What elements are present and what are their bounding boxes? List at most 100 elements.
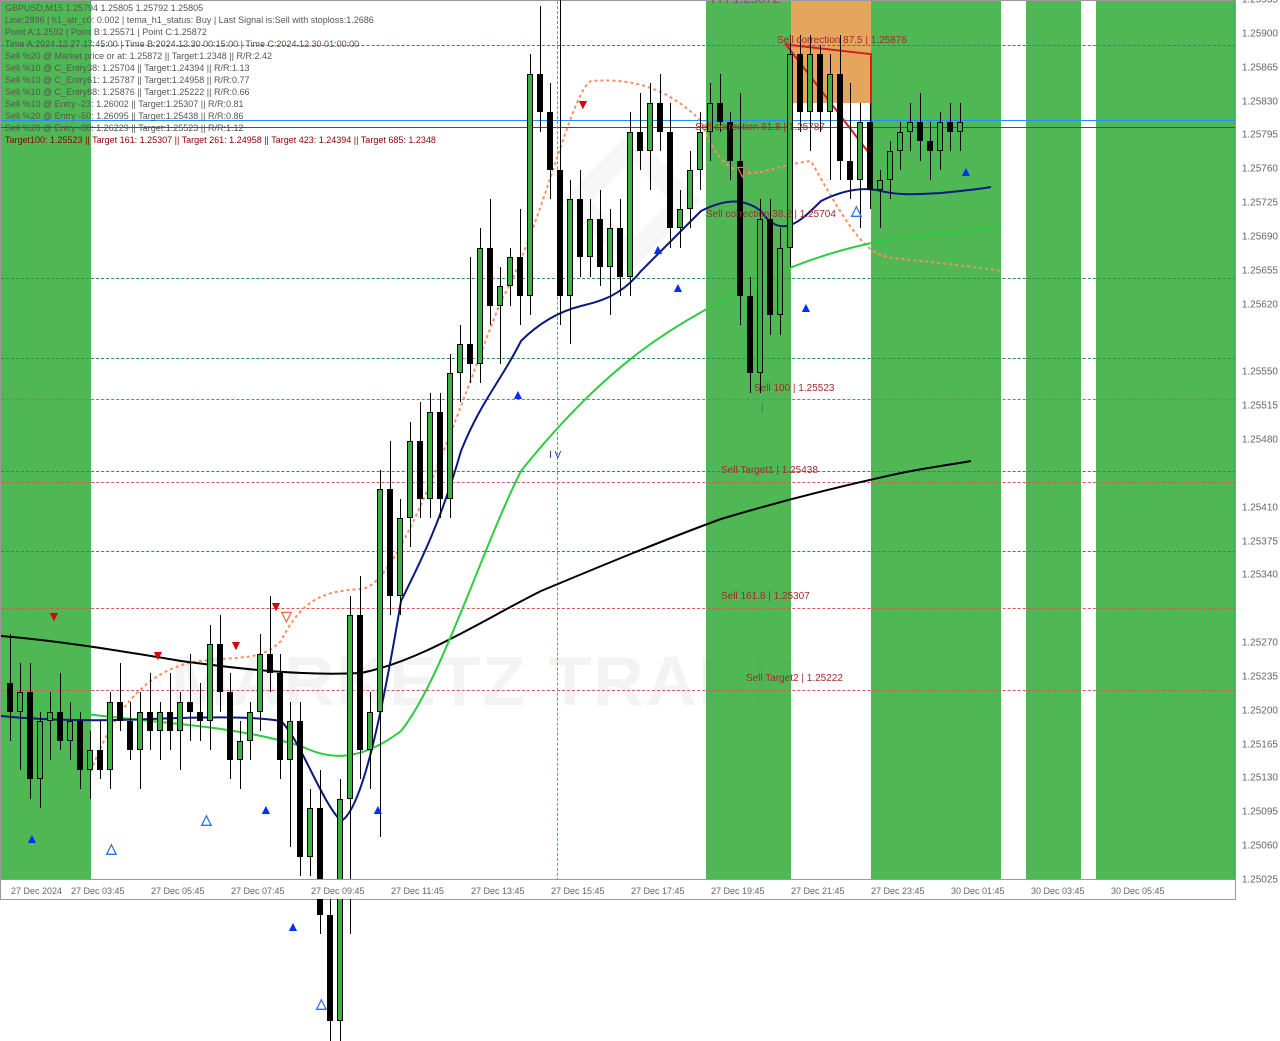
y-tick-label: 1.25095 bbox=[1242, 807, 1278, 818]
candle-body bbox=[37, 721, 43, 779]
info-line: Sell %20 @ Entry -88: 1.26229 || Target:… bbox=[5, 123, 243, 133]
candle-wick bbox=[470, 257, 471, 383]
candle-body bbox=[817, 54, 823, 112]
candle-body bbox=[747, 296, 753, 373]
candle-body bbox=[437, 412, 443, 499]
candle-body bbox=[807, 54, 813, 112]
candle-body bbox=[137, 712, 143, 751]
chart-annotation: Sell Target2 | 1.25222 bbox=[746, 673, 843, 684]
y-tick-label: 1.25655 bbox=[1242, 265, 1278, 276]
candle-body bbox=[697, 132, 703, 171]
candle-body bbox=[517, 257, 523, 296]
candle-body bbox=[187, 702, 193, 712]
signal-arrow: ▲ bbox=[371, 801, 385, 817]
signal-arrow: ▼ bbox=[151, 647, 165, 663]
signal-arrow: △ bbox=[851, 202, 862, 219]
y-tick-label: 1.25865 bbox=[1242, 62, 1278, 73]
candle-wick bbox=[540, 6, 541, 132]
y-tick-label: 1.25550 bbox=[1242, 367, 1278, 378]
candle-body bbox=[617, 228, 623, 276]
candle-body bbox=[497, 286, 503, 305]
candle-body bbox=[107, 702, 113, 770]
candle-body bbox=[897, 132, 903, 151]
candle-body bbox=[17, 692, 23, 711]
candle-wick bbox=[930, 122, 931, 180]
y-tick-label: 1.25900 bbox=[1242, 28, 1278, 39]
candle-body bbox=[797, 54, 803, 112]
candle-body bbox=[507, 257, 513, 286]
session-band bbox=[706, 1, 791, 881]
candle-body bbox=[47, 712, 53, 722]
candle-body bbox=[87, 750, 93, 769]
x-tick-label: 27 Dec 05:45 bbox=[151, 886, 205, 896]
candle-body bbox=[947, 122, 953, 132]
candle-wick bbox=[50, 692, 51, 760]
candle-body bbox=[657, 103, 663, 132]
candle-body bbox=[207, 644, 213, 721]
chart-annotation: I V bbox=[549, 450, 561, 461]
chart-area[interactable]: MARKETZ TRADE ▲▼△▼△▼▲▼▽▲△▲▲▼▲▲▽▲△▲ I I I… bbox=[0, 0, 1235, 900]
candle-wick bbox=[850, 83, 851, 199]
candle-body bbox=[867, 122, 873, 190]
candle-body bbox=[547, 112, 553, 170]
candle-body bbox=[777, 248, 783, 316]
candle-body bbox=[557, 170, 563, 296]
candle-body bbox=[537, 74, 543, 113]
candle-body bbox=[827, 74, 833, 113]
signal-arrow: ▼ bbox=[229, 637, 243, 653]
candle-body bbox=[477, 248, 483, 364]
info-line: Sell %10 @ C_Entry38: 1.25704 || Target:… bbox=[5, 63, 249, 73]
candle-body bbox=[117, 702, 123, 721]
signal-arrow: ▲ bbox=[671, 279, 685, 295]
candle-body bbox=[607, 228, 613, 267]
candle-body bbox=[637, 132, 643, 151]
x-tick-label: 30 Dec 01:45 bbox=[951, 886, 1005, 896]
y-tick-label: 1.25165 bbox=[1242, 739, 1278, 750]
candle-body bbox=[157, 712, 163, 731]
candle-body bbox=[577, 199, 583, 257]
y-tick-label: 1.25060 bbox=[1242, 841, 1278, 852]
candle-body bbox=[77, 721, 83, 769]
x-tick-label: 30 Dec 03:45 bbox=[1031, 886, 1085, 896]
level-line bbox=[1, 690, 1236, 691]
candle-body bbox=[97, 750, 103, 769]
candle-body bbox=[527, 74, 533, 296]
signal-arrow: ▽ bbox=[281, 608, 292, 625]
candle-body bbox=[57, 712, 63, 741]
chart-annotation: I I I bbox=[526, 0, 540, 2]
candle-body bbox=[347, 615, 353, 799]
candle-body bbox=[387, 489, 393, 595]
candle-body bbox=[457, 344, 463, 373]
chart-title: GBPUSD,M15 1.25794 1.25805 1.25792 1.258… bbox=[5, 3, 203, 13]
info-line: Target100: 1.25523 || Target 161: 1.2530… bbox=[5, 135, 436, 145]
x-tick-label: 27 Dec 17:45 bbox=[631, 886, 685, 896]
x-tick-label: 27 Dec 2024 bbox=[11, 886, 62, 896]
candle-body bbox=[337, 799, 343, 1021]
signal-arrow: ▲ bbox=[799, 299, 813, 315]
y-tick-label: 1.25795 bbox=[1242, 130, 1278, 141]
candle-body bbox=[377, 489, 383, 711]
info-line: Sell %20 @ Entry -50: 1.26095 || Target:… bbox=[5, 111, 243, 121]
info-line: Sell %20 @ Market price or at: 1.25872 |… bbox=[5, 51, 272, 61]
candle-body bbox=[567, 199, 573, 296]
level-line bbox=[1, 551, 1236, 552]
candle-body bbox=[407, 441, 413, 518]
candle-body bbox=[957, 122, 963, 132]
x-tick-label: 27 Dec 03:45 bbox=[71, 886, 125, 896]
candle-body bbox=[887, 151, 893, 180]
level-line bbox=[1, 471, 1236, 472]
signal-arrow: △ bbox=[106, 840, 117, 857]
y-tick-label: 1.25725 bbox=[1242, 198, 1278, 209]
y-tick-label: 1.25130 bbox=[1242, 773, 1278, 784]
signal-arrow: △ bbox=[201, 811, 212, 828]
y-tick-label: 1.25270 bbox=[1242, 638, 1278, 649]
y-tick-label: 1.25235 bbox=[1242, 671, 1278, 682]
signal-arrow: ▲ bbox=[259, 801, 273, 817]
candle-body bbox=[237, 741, 243, 760]
candle-body bbox=[767, 219, 773, 316]
candle-body bbox=[907, 122, 913, 132]
candle-body bbox=[277, 673, 283, 760]
session-band bbox=[1026, 1, 1081, 881]
candle-body bbox=[267, 654, 273, 673]
chart-annotation: | bbox=[761, 402, 764, 413]
